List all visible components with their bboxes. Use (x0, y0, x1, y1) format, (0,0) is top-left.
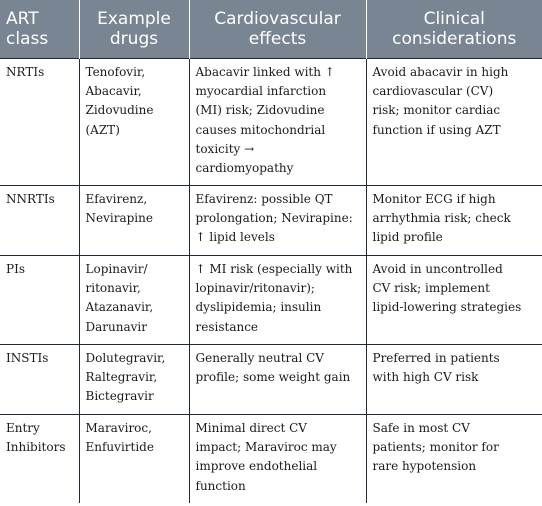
cell-class: Entry Inhibitors (0, 414, 79, 503)
cell-class: NNRTIs (0, 185, 79, 256)
table-row-nnrtis: NNRTIs Efavirenz, Nevirapine Efavirenz: … (0, 185, 542, 256)
table-row-pis: PIs Lopinavir/ ritonavir, Atazanavir, Da… (0, 255, 542, 345)
cell-considerations: Safe in most CV patients; monitor for ra… (365, 414, 542, 503)
header-example-drugs: Example drugs (78, 0, 189, 59)
table-row-instis: INSTIs Dolutegravir, Raltegravir, Bicteg… (0, 344, 542, 415)
table-row-nrtis: NRTIs Tenofovir, Abacavir, Zidovudine (A… (0, 58, 542, 186)
cell-considerations: Preferred in patients with high CV risk (365, 344, 542, 415)
cell-effects: Efavirenz: possible QT prolongation; Nev… (188, 185, 366, 256)
cell-drugs: Lopinavir/ ritonavir, Atazanavir, Daruna… (78, 255, 189, 345)
cell-effects: ↑ MI risk (especially with lopinavir/rit… (188, 255, 366, 345)
cell-drugs: Dolutegravir, Raltegravir, Bictegravir (78, 344, 189, 415)
cell-class: NRTIs (0, 58, 79, 186)
cell-class: INSTIs (0, 344, 79, 415)
cell-effects: Minimal direct CV impact; Maraviroc may … (188, 414, 366, 503)
cell-considerations: Avoid in uncontrolled CV risk; implement… (365, 255, 542, 345)
cell-drugs: Efavirenz, Nevirapine (78, 185, 189, 256)
cell-considerations: Monitor ECG if high arrhythmia risk; che… (365, 185, 542, 256)
cell-drugs: Tenofovir, Abacavir, Zidovudine (AZT) (78, 58, 189, 186)
cell-drugs: Maraviroc, Enfuvirtide (78, 414, 189, 503)
header-clinical-considerations: Clinical considerations (365, 0, 542, 59)
header-row: ART class Example drugs Cardiovascular e… (0, 0, 542, 59)
cell-effects: Abacavir linked with ↑ myocardial infarc… (188, 58, 366, 186)
cell-class: PIs (0, 255, 79, 345)
table-row-entry-inhibitors: Entry Inhibitors Maraviroc, Enfuvirtide … (0, 414, 542, 503)
header-art-class: ART class (0, 0, 79, 59)
cell-effects: Generally neutral CV profile; some weigh… (188, 344, 366, 415)
header-cardiovascular-effects: Cardiovascular effects (188, 0, 366, 59)
cell-considerations: Avoid abacavir in high cardiovascular (C… (365, 58, 542, 186)
